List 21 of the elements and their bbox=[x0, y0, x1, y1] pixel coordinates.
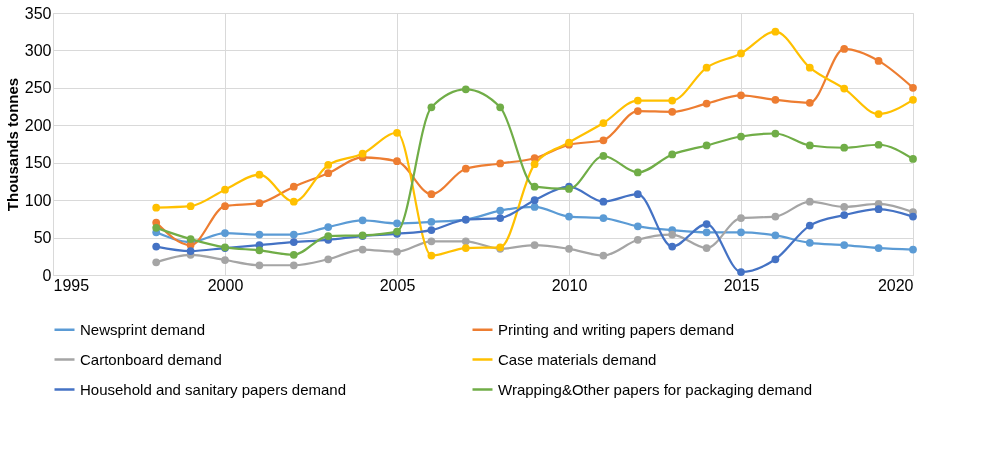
x-tick-label: 2005 bbox=[379, 276, 416, 294]
x-tick-label: 1995 bbox=[53, 276, 90, 294]
y-axis-title: Thousands tonnes bbox=[3, 77, 21, 212]
legend-label: Newsprint demand bbox=[80, 320, 206, 338]
x-tick-label: 2015 bbox=[723, 276, 760, 294]
y-tick-label: 300 bbox=[24, 41, 52, 59]
y-tick-label: 350 bbox=[24, 4, 52, 22]
legend-label: Wrapping&Other papers for packaging demand bbox=[498, 380, 813, 398]
legend-label: Printing and writing papers demand bbox=[498, 320, 734, 338]
x-tick-label: 2010 bbox=[551, 276, 588, 294]
legend-label: Cartonboard demand bbox=[80, 350, 222, 368]
legend-label: Case materials demand bbox=[498, 350, 657, 368]
x-tick-label: 2000 bbox=[207, 276, 244, 294]
x-tick-label: 2020 bbox=[877, 276, 914, 294]
y-tick-label: 250 bbox=[24, 79, 52, 97]
y-tick-label: 200 bbox=[24, 116, 52, 134]
y-tick-label: 0 bbox=[42, 266, 52, 284]
y-tick-label: 50 bbox=[33, 229, 52, 247]
y-tick-label: 100 bbox=[24, 191, 52, 209]
legend-label: Household and sanitary papers demand bbox=[80, 380, 347, 398]
y-tick-label: 150 bbox=[24, 154, 52, 172]
